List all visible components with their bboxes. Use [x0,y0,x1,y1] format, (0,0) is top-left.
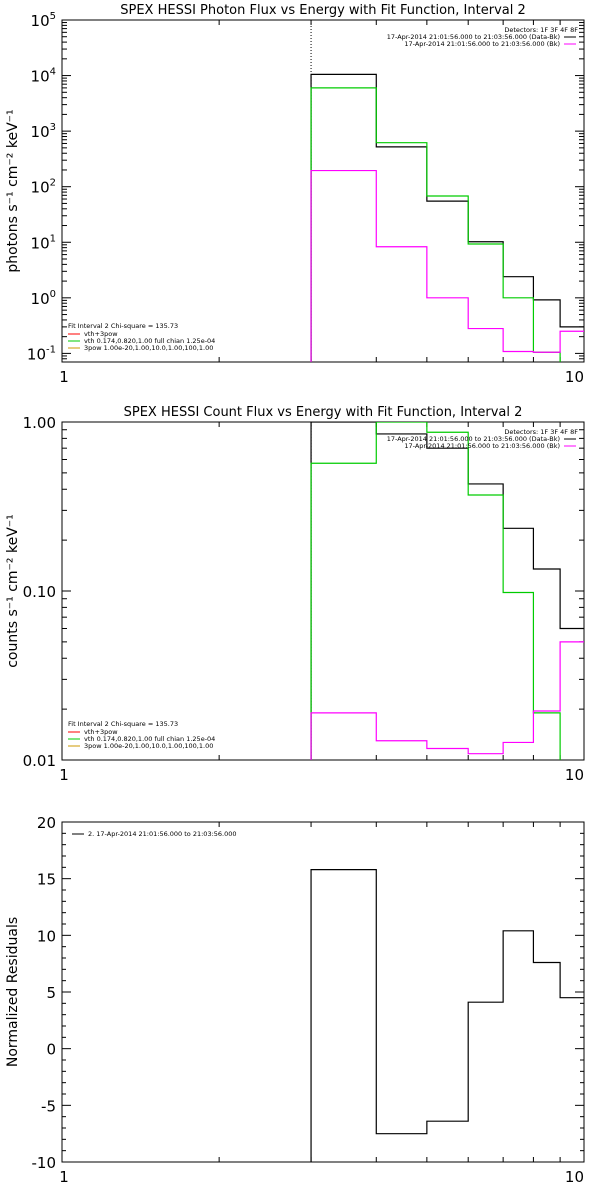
panel-2: 1 10 0.01 0.10 1.00 SPEX HESSI Count Flux vs … [5,405,585,784]
y-tick-label: 20 [37,814,56,832]
y-tick-label: 100 [31,289,56,308]
y-tick-label: 15 [37,871,56,889]
legend-entry: vth 0.174,0.820,1.00 full chian 1.25e-04 [84,337,215,345]
axes-frame [61,19,585,363]
panel-1: 1 10 10-1 100 101 102 103 104 105 SPEX HESSI Phot… [5,3,585,386]
y-tick-label: 105 [31,11,56,30]
series-line-model [310,169,584,362]
x-axis: 1 10 [59,822,585,1186]
series-group [310,73,584,362]
x-axis: 1 10 [59,422,585,784]
y-tick-label: 0.01 [23,752,56,770]
series-group [310,422,584,760]
series-line-data [310,73,584,362]
y-axis: -10 -5 0 5 10 15 20 [32,814,584,1172]
x-tick-label: 10 [565,1168,584,1186]
legend-entry: 3pow 1.00e-20,1.00,10.0,1.00,100,1.00 [84,344,213,352]
x-tick-label: 10 [565,766,584,784]
header-line: 17-Apr-2014 21:01:56.000 to 21:03:56.000… [404,40,560,48]
y-tick-label: 1.00 [23,414,56,432]
legend-entry: vth+3pow [84,330,118,338]
legend-title: Fit Interval 2 Chi-square = 135.73 [68,322,178,330]
x-tick-label: 1 [59,368,69,386]
header-line: 17-Apr-2014 21:01:56.000 to 21:03:56.000… [387,33,560,41]
y-tick-label: 0.10 [23,583,56,601]
series-line-data [310,869,584,1162]
y-tick-label: 0 [46,1041,56,1059]
legend-entry: 2. 17-Apr-2014 21:01:56.000 to 21:03:56.… [88,830,237,838]
header-line: Detectors: 1F 3F 4F 8F [504,26,578,34]
header-line: 17-Apr-2014 21:01:56.000 to 21:03:56.000… [387,435,560,443]
panel-3: 1 10 -10 -5 0 5 10 15 20 Normalized Residuals 2. 1… [5,814,585,1186]
y-tick-label: 5 [46,984,56,1002]
series-line-data [310,422,584,760]
legend-entry: vth+3pow [84,728,118,736]
y-tick-label: -5 [41,1097,56,1115]
y-tick-label: 10 [37,927,56,945]
chart-title: SPEX HESSI Count Flux vs Energy with Fit… [124,405,523,420]
y-tick-label: 103 [31,122,56,141]
legend: 2. 17-Apr-2014 21:01:56.000 to 21:03:56.… [72,830,237,838]
legend: Fit Interval 2 Chi-square = 135.73vth+3p… [68,720,215,750]
y-axis: 0.01 0.10 1.00 [23,414,584,770]
y-axis-label: counts s⁻¹ cm⁻² keV⁻¹ [5,514,21,668]
x-tick-label: 1 [59,766,69,784]
x-tick-label: 10 [565,368,584,386]
series-group [310,869,584,1162]
y-tick-label: 101 [31,233,56,252]
y-tick-label: 104 [31,67,56,86]
series-line-vth [310,87,561,362]
y-tick-label: -10 [32,1154,57,1172]
axes-frame [61,821,585,1163]
header-line: Detectors: 1F 3F 4F 8F [504,428,578,436]
y-axis: 10-1 100 101 102 103 104 105 [27,11,584,363]
y-tick-label: 102 [31,178,56,197]
legend-title: Fit Interval 2 Chi-square = 135.73 [68,720,178,728]
y-axis-label: Normalized Residuals [5,917,21,1067]
header-line: 17-Apr-2014 21:01:56.000 to 21:03:56.000… [404,442,560,450]
chart-title: SPEX HESSI Photon Flux vs Energy with Fi… [120,3,526,18]
y-tick-label: 10-1 [27,344,56,363]
axes-frame [61,421,585,761]
x-tick-label: 1 [59,1168,69,1186]
legend: Fit Interval 2 Chi-square = 135.73vth+3p… [68,322,215,352]
y-axis-label: photons s⁻¹ cm⁻² keV⁻¹ [5,109,21,272]
series-line-vth [310,422,561,760]
series-line-model [310,641,584,760]
legend-entry: vth 0.174,0.820,1.00 full chian 1.25e-04 [84,735,215,743]
legend-entry: 3pow 1.00e-20,1.00,10.0,1.00,100,1.00 [84,742,213,750]
